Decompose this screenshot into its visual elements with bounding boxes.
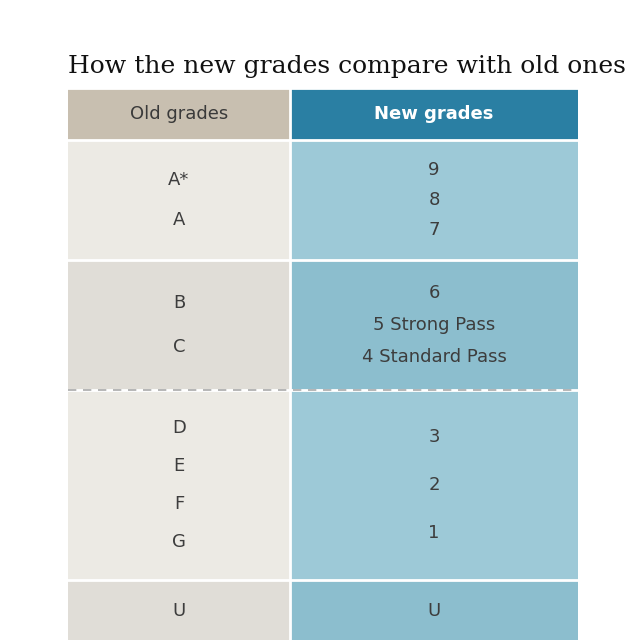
Text: A: A xyxy=(173,211,185,229)
Text: 8: 8 xyxy=(428,191,440,209)
Bar xyxy=(68,390,290,580)
Text: New grades: New grades xyxy=(374,105,493,123)
Text: 1: 1 xyxy=(428,524,440,541)
Text: 7: 7 xyxy=(428,221,440,239)
Text: Old grades: Old grades xyxy=(130,105,228,123)
Text: 6: 6 xyxy=(428,284,440,301)
Bar xyxy=(290,390,578,580)
Text: F: F xyxy=(174,495,184,513)
Bar xyxy=(68,88,290,140)
Text: A*: A* xyxy=(168,171,189,189)
Text: U: U xyxy=(172,602,186,620)
Bar xyxy=(68,580,290,640)
Bar xyxy=(290,260,578,390)
Bar xyxy=(68,260,290,390)
Text: 3: 3 xyxy=(428,429,440,447)
Text: How the new grades compare with old ones: How the new grades compare with old ones xyxy=(68,55,626,78)
Text: B: B xyxy=(173,294,185,312)
Bar xyxy=(290,88,578,140)
Text: 2: 2 xyxy=(428,476,440,494)
Text: E: E xyxy=(173,457,184,475)
Bar xyxy=(290,140,578,260)
Text: 5 Strong Pass: 5 Strong Pass xyxy=(373,316,495,334)
Bar xyxy=(68,140,290,260)
Text: G: G xyxy=(172,533,186,551)
Text: 9: 9 xyxy=(428,161,440,179)
Text: 4 Standard Pass: 4 Standard Pass xyxy=(362,349,506,367)
Text: D: D xyxy=(172,419,186,437)
Bar xyxy=(290,580,578,640)
Text: U: U xyxy=(428,602,440,620)
Text: C: C xyxy=(173,338,185,356)
